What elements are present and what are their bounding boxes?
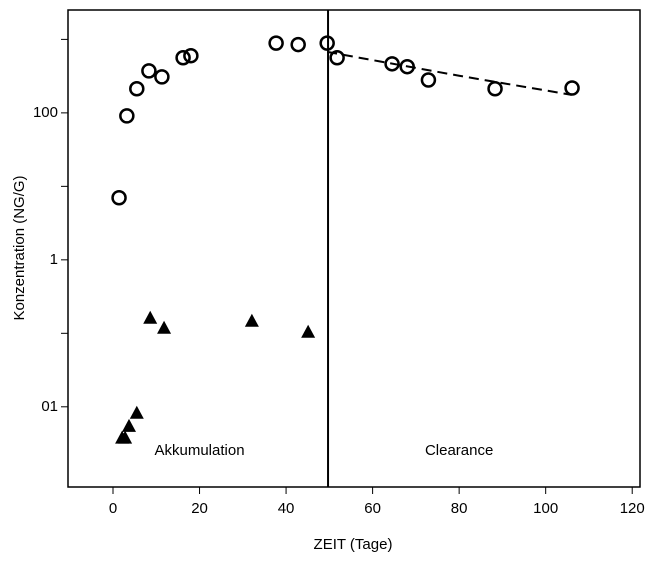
circle-point	[564, 80, 580, 96]
triangle-point	[301, 324, 316, 338]
fit-line	[326, 50, 572, 96]
x-axis-label: ZEIT (Tage)	[314, 536, 393, 553]
triangle-point	[157, 320, 172, 334]
x-tick-label: 40	[278, 500, 295, 517]
annotation: Clearance	[425, 442, 493, 459]
plot-frame	[67, 9, 641, 488]
triangle-point	[129, 405, 144, 419]
circle-point	[154, 69, 170, 85]
triangle-point	[244, 313, 259, 327]
circle-point	[329, 50, 345, 66]
circle-point	[141, 63, 157, 79]
circle-point	[129, 80, 145, 97]
x-tick-label: 0	[109, 500, 117, 517]
annotation: Akkumulation	[155, 442, 245, 459]
circle-point	[183, 47, 199, 64]
x-tick-label: 80	[451, 500, 468, 517]
y-axis-label: Konzentration (NG/G)	[11, 175, 28, 320]
circle-point	[487, 80, 503, 97]
triangle-point	[143, 310, 158, 324]
x-tick-label: 100	[533, 500, 558, 517]
x-tick-label: 60	[364, 500, 381, 517]
circle-point	[119, 108, 135, 124]
circle-point	[268, 35, 284, 51]
y-tick-label: 100	[33, 104, 58, 121]
circle-point	[290, 36, 306, 53]
circle-point	[420, 72, 437, 88]
circle-point	[175, 50, 191, 66]
circle-point	[111, 189, 127, 206]
circle-point	[319, 35, 335, 51]
y-tick-label: 1	[50, 251, 58, 268]
y-tick-label: 01	[41, 398, 58, 415]
triangle-point	[115, 430, 130, 444]
triangle-point	[122, 418, 137, 432]
x-tick-label: 120	[620, 500, 645, 517]
x-tick-label: 20	[191, 500, 208, 517]
